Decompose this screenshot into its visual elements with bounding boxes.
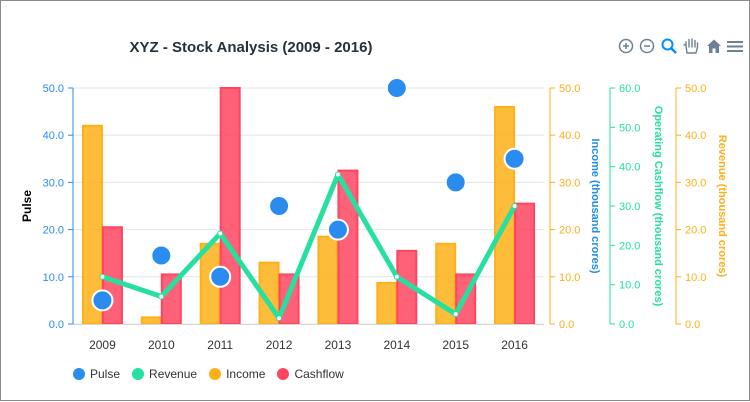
bar-income[interactable]	[317, 235, 339, 325]
legend-marker	[277, 368, 290, 380]
y-tick-label-pulse: 40.0	[43, 130, 64, 142]
chart-title: XYZ - Stock Analysis (2009 - 2016)	[130, 39, 373, 56]
y-tick-label-income: 50.0	[559, 83, 580, 95]
y-tick-label-pulse: 20.0	[43, 225, 64, 237]
point-pulse[interactable]	[326, 218, 349, 241]
point-revenue[interactable]	[452, 311, 459, 318]
bar-series	[81, 87, 536, 326]
point-revenue[interactable]	[99, 273, 106, 280]
legend-label: Revenue	[149, 367, 198, 381]
x-tick-label: 2009	[89, 338, 116, 352]
bar-income[interactable]	[140, 316, 162, 325]
y-axis-title-operating-cashflow: Operating Cashflow (thousand crores)	[652, 106, 664, 307]
point-revenue[interactable]	[511, 203, 518, 209]
x-tick-label: 2015	[442, 338, 469, 352]
legend-marker	[132, 368, 145, 380]
magnifier-icon[interactable]	[660, 37, 678, 55]
scatter-series	[91, 77, 526, 312]
y-tick-label-income: 40.0	[559, 130, 580, 142]
legend-marker	[209, 368, 222, 380]
bar-cashflow[interactable]	[219, 87, 241, 325]
x-tick-label: 2013	[325, 338, 352, 352]
y-tick-label-revenue: 20.0	[685, 225, 706, 237]
point-revenue[interactable]	[276, 315, 283, 322]
y-tick-label-operating-cashflow: 10.0	[619, 280, 640, 292]
y-tick-label-operating-cashflow: 50.0	[619, 122, 640, 134]
point-pulse[interactable]	[91, 289, 114, 312]
y-tick-label-operating-cashflow: 60.0	[619, 83, 640, 95]
y-tick-label-pulse: 0.0	[49, 319, 64, 331]
point-pulse[interactable]	[268, 195, 291, 217]
legend-item-pulse[interactable]: Pulse	[73, 367, 120, 381]
y-tick-label-income: 30.0	[559, 177, 580, 189]
home-icon[interactable]	[705, 37, 723, 55]
legend-label: Income	[226, 367, 266, 381]
axes: 0.0 10.0 20.0 30.0 40.0 50.0 Pulse 0.0 10.0 20.0 3…	[20, 83, 728, 352]
y-tick-label-income: 10.0	[559, 272, 580, 284]
y-tick-label-pulse: 30.0	[43, 177, 64, 189]
y-tick-label-pulse: 10.0	[43, 272, 64, 284]
point-pulse[interactable]	[385, 77, 408, 99]
legend-item-revenue[interactable]: Revenue	[132, 367, 197, 381]
zoom-in-icon[interactable]	[617, 37, 635, 55]
x-tick-label: 2011	[207, 338, 233, 352]
y-tick-label-revenue: 0.0	[685, 319, 700, 331]
point-revenue[interactable]	[393, 273, 400, 280]
y-tick-label-income: 0.0	[559, 319, 574, 331]
y-tick-label-income: 20.0	[559, 225, 580, 237]
legend-item-income[interactable]: Income	[209, 367, 265, 381]
point-revenue[interactable]	[334, 171, 341, 178]
point-pulse[interactable]	[150, 244, 173, 267]
y-axis-title-pulse: Pulse	[20, 190, 34, 222]
y-tick-label-operating-cashflow: 20.0	[619, 240, 640, 252]
line-revenue	[99, 172, 518, 321]
y-tick-label-pulse: 50.0	[43, 83, 64, 95]
x-tick-label: 2012	[266, 338, 293, 352]
point-pulse[interactable]	[503, 147, 526, 170]
x-tick-label: 2016	[501, 338, 528, 352]
legend-label: Pulse	[90, 367, 121, 381]
hand-icon[interactable]	[682, 37, 700, 55]
legend-marker	[73, 368, 85, 380]
y-tick-label-operating-cashflow: 40.0	[619, 162, 640, 174]
y-tick-label-revenue: 50.0	[685, 83, 706, 95]
x-tick-label: 2010	[148, 338, 175, 352]
zoom-out-icon[interactable]	[638, 37, 656, 55]
hamburger-menu-icon[interactable]	[726, 37, 744, 55]
y-axis-title-income: Income (thousand crores)	[589, 138, 601, 273]
bar-income[interactable]	[376, 281, 398, 326]
y-tick-label-revenue: 40.0	[685, 130, 706, 142]
line-series	[99, 171, 518, 322]
point-pulse[interactable]	[444, 171, 467, 194]
chart-legend: Pulse Revenue Income Cashflow	[73, 365, 356, 383]
bar-cashflow[interactable]	[514, 202, 536, 325]
y-axis-title-revenue: Revenue (thousand crores)	[716, 135, 728, 278]
y-tick-label-operating-cashflow: 30.0	[619, 201, 640, 213]
legend-item-cashflow[interactable]: Cashflow	[277, 367, 344, 381]
point-pulse[interactable]	[209, 265, 232, 288]
x-tick-label: 2014	[383, 338, 410, 352]
legend-label: Cashflow	[294, 367, 344, 381]
point-revenue[interactable]	[158, 293, 165, 300]
y-tick-label-revenue: 10.0	[685, 272, 706, 284]
y-tick-label-operating-cashflow: 0.0	[619, 319, 634, 331]
point-revenue[interactable]	[217, 230, 224, 237]
y-tick-label-revenue: 30.0	[685, 177, 706, 189]
